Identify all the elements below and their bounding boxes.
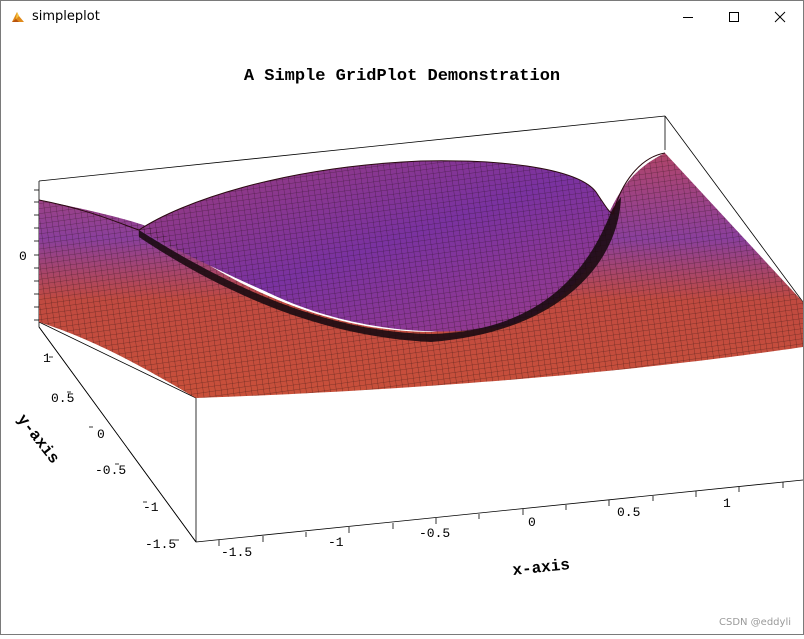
y-tick-label: -0.5 [95,463,126,478]
surface-mesh [38,152,803,398]
y-tick-label: 1 [43,351,51,366]
x-tick-label: -1 [328,535,344,550]
y-axis [38,326,197,543]
plot-canvas[interactable]: 0 1 0.5 0 -0.5 -1 -1.5 [1,32,804,634]
x-tick-label: -1.5 [221,545,252,560]
y-axis-label: y-axis [13,411,63,467]
chart-title: A Simple GridPlot Demonstration [244,67,560,86]
y-tick-label: 0.5 [51,391,74,406]
x-tick-label: 1 [723,496,731,511]
maximize-button[interactable] [711,1,757,32]
close-button[interactable] [757,1,803,32]
y-tick-label: -1.5 [145,537,176,552]
y-tick-label: -1 [143,500,159,515]
minimize-button[interactable] [665,1,711,32]
y-tick-label: 0 [97,427,105,442]
z-axis [34,189,39,321]
x-tick-label: -0.5 [419,526,450,541]
surface-plot[interactable]: 0 1 0.5 0 -0.5 -1 -1.5 [1,32,804,634]
minimize-icon [683,16,693,18]
window-title: simpleplot [32,9,100,24]
maximize-icon [729,11,739,22]
x-axis [218,482,784,546]
title-bar[interactable]: simpleplot [1,1,803,32]
x-tick-label: 0 [528,515,536,530]
x-tick-label: 0.5 [617,505,640,520]
x-axis-label: x-axis [512,556,571,580]
matlab-like-plot-icon [12,12,24,22]
watermark: CSDN @eddyli [718,617,791,628]
z-tick-label: 0 [19,249,27,264]
close-icon [774,11,786,22]
